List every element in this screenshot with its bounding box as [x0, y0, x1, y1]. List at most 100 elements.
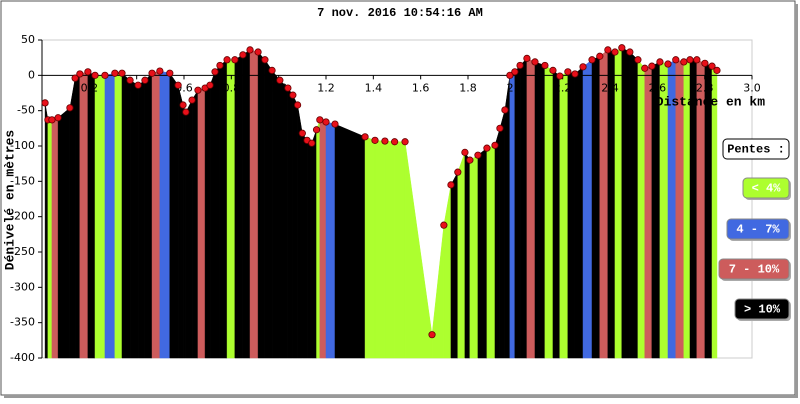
slope-segment: [559, 71, 569, 359]
elevation-point: [371, 136, 379, 144]
elevation-point: [194, 86, 202, 94]
x-tick-label: 1.0: [270, 81, 288, 94]
elevation-point: [556, 72, 564, 80]
elevation-point: [611, 48, 619, 56]
slope-segment: [514, 64, 521, 359]
elevation-point: [293, 101, 302, 109]
slope-segment: [204, 84, 211, 359]
slope-segment: [464, 151, 471, 359]
elevation-point: [316, 116, 324, 124]
slope-segment: [57, 107, 71, 359]
y-tick-label: -200: [10, 210, 35, 223]
legend-title-box: [722, 138, 790, 160]
slope-segment: [121, 72, 131, 359]
slope-segment: [316, 119, 321, 359]
slope-segment: [94, 75, 106, 359]
elevation-point: [440, 221, 448, 229]
x-tick-label: 2.0: [507, 81, 525, 94]
elevation-point: [501, 106, 509, 114]
slope-segment: [214, 64, 221, 359]
elevation-point: [261, 56, 269, 64]
elevation-point: [84, 68, 92, 76]
elevation-point: [483, 144, 491, 152]
elevation-point: [693, 56, 701, 64]
elevation-point: [541, 61, 549, 70]
elevation-point: [626, 48, 634, 56]
elevation-point: [298, 129, 306, 137]
slope-segment: [44, 102, 49, 359]
legend-swatch: [718, 258, 790, 280]
elevation-point: [701, 59, 709, 67]
elevation-point: [634, 56, 642, 64]
elevation-point: [118, 69, 126, 77]
slope-segment: [279, 79, 289, 359]
elevation-point: [564, 68, 572, 76]
slope-segment: [191, 89, 199, 359]
slope-segment: [504, 75, 511, 359]
elevation-point: [491, 141, 499, 149]
elevation-point: [596, 52, 604, 60]
elevation-point: [428, 331, 436, 339]
slope-segment: [257, 51, 266, 359]
slope-segment: [711, 65, 718, 359]
slope-segment: [159, 70, 171, 359]
x-tick-label: 2.6: [649, 81, 667, 94]
y-tick-label: -100: [10, 139, 35, 152]
elevation-point: [91, 71, 99, 79]
elevation-point: [466, 156, 474, 164]
slope-segment: [526, 57, 536, 359]
legend-title: Pentes :: [727, 143, 785, 157]
elevation-point: [604, 46, 612, 54]
slope-segment: [297, 104, 303, 359]
elevation-point: [447, 181, 455, 189]
elevation-point: [713, 66, 721, 74]
slope-segment: [334, 123, 366, 359]
slope-segment: [137, 79, 146, 359]
x-axis-title: Distance en km: [656, 94, 765, 109]
elevation-point: [391, 138, 399, 146]
slope-segment: [242, 49, 251, 359]
elevation-point: [461, 148, 469, 156]
elevation-point: [516, 61, 524, 70]
elevation-point: [48, 116, 56, 124]
elevation-point: [672, 56, 680, 64]
slope-segment: [499, 109, 506, 359]
x-tick-label: 1.4: [365, 81, 383, 94]
slope-segment: [599, 49, 609, 359]
elevation-point: [216, 61, 224, 70]
x-tick-label: 0.2: [81, 81, 99, 94]
slope-segment: [509, 71, 516, 359]
elevation-point: [511, 68, 519, 76]
elevation-point: [223, 56, 231, 64]
elevation-point: [148, 69, 156, 77]
elevation-point: [231, 56, 239, 64]
slope-segment: [644, 65, 653, 359]
elevation-point: [531, 58, 539, 66]
elevation-point: [664, 60, 672, 68]
elevation-point: [66, 104, 74, 112]
slope-segment: [394, 141, 406, 359]
x-tick-label: 0.8: [223, 81, 241, 94]
slope-segment: [249, 49, 259, 359]
y-tick-label: 0: [28, 68, 35, 81]
slope-segment: [87, 71, 96, 359]
elevation-point: [648, 62, 656, 70]
slope-segment: [494, 128, 501, 359]
x-tick-label: 1.6: [412, 81, 430, 94]
elevation-point: [641, 64, 649, 72]
elevation-point: [618, 44, 626, 52]
y-tick-label: -350: [10, 316, 35, 329]
slope-segment: [104, 72, 116, 359]
elevation-point: [111, 69, 119, 77]
slope-segment: [114, 72, 123, 359]
elevation-point: [246, 46, 254, 54]
y-axis-title: Dénivelé en mètres: [2, 130, 17, 271]
slope-segment: [544, 64, 554, 359]
slope-segment: [74, 73, 81, 359]
elevation-point: [474, 151, 482, 159]
slope-segment: [219, 59, 228, 359]
slope-segment: [302, 132, 308, 359]
x-tick-label: 2.2: [554, 81, 572, 94]
legend-swatch: [742, 177, 790, 199]
